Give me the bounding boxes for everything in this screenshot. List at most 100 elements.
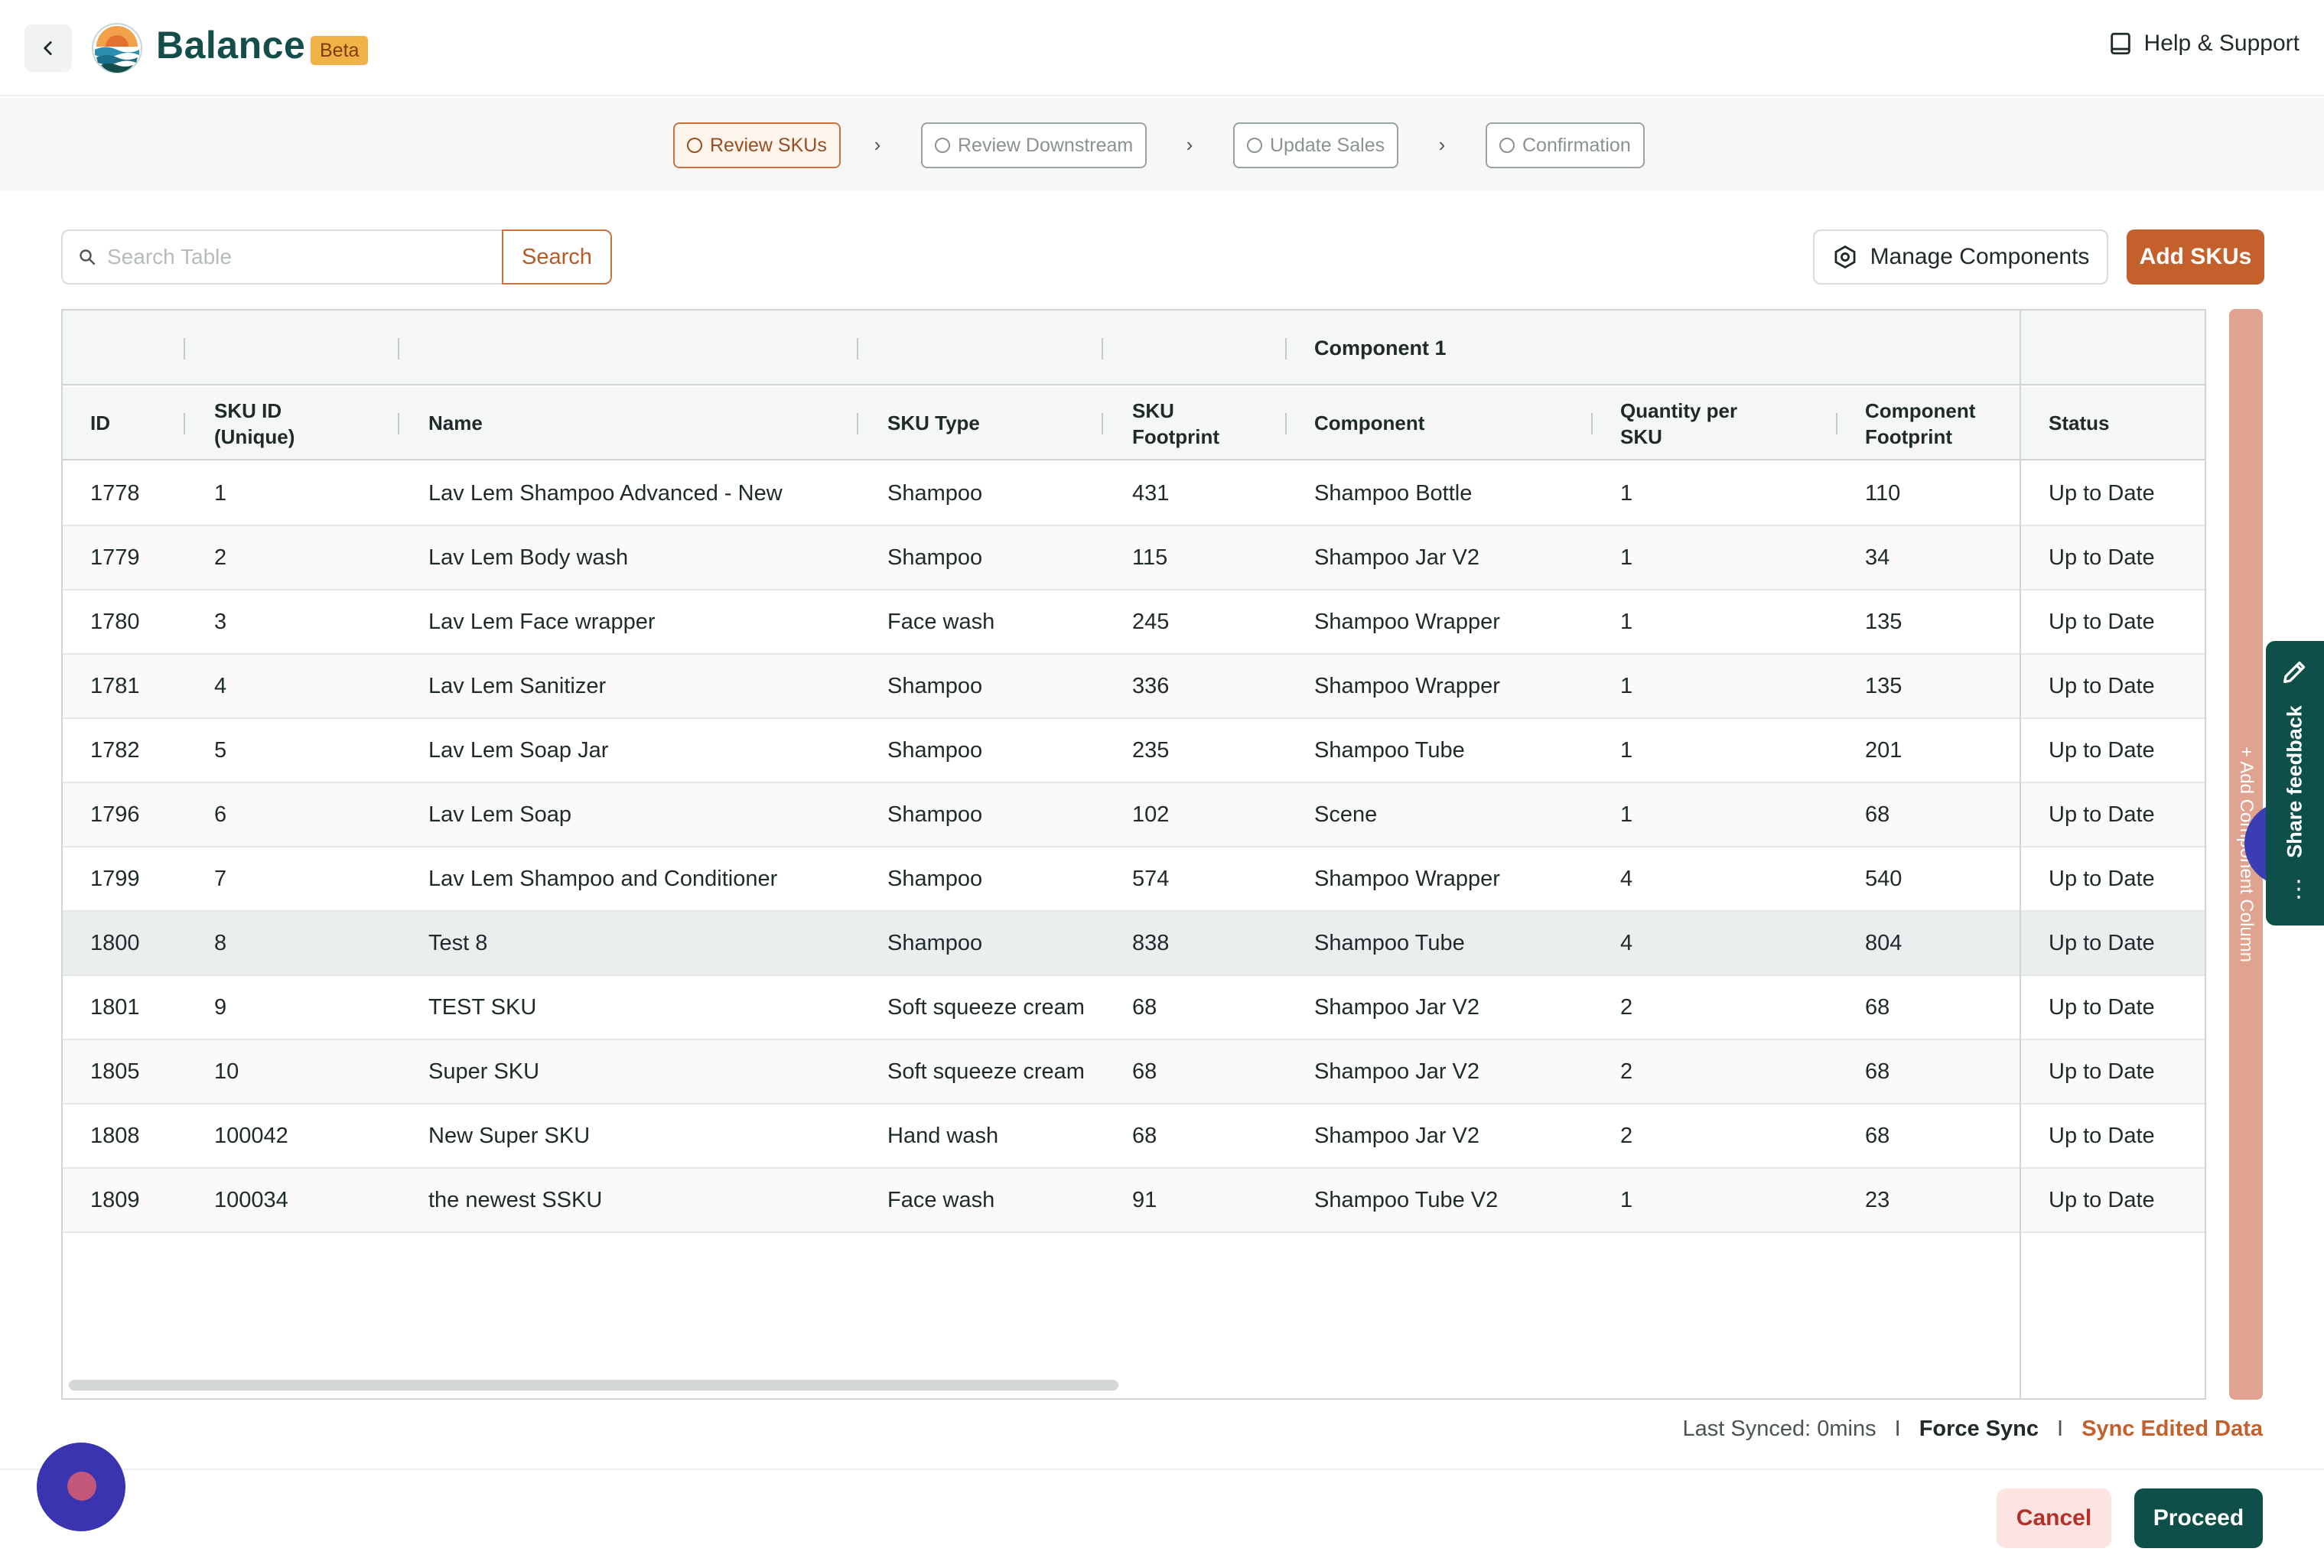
- cell-sku-footprint: 838: [1132, 931, 1170, 955]
- component-group-label: Component 1: [1314, 337, 1447, 359]
- cell-id: 1778: [90, 481, 140, 506]
- table-row[interactable]: 1780 3 Lav Lem Face wrapper Face wash 245 Sha…: [63, 590, 2205, 655]
- cell-component: Shampoo Tube V2: [1314, 1188, 1499, 1212]
- cell-sku-id: 6: [214, 802, 227, 827]
- step-review-skus[interactable]: Review SKUs: [673, 122, 841, 168]
- beta-badge: Beta: [311, 36, 369, 65]
- cell-component: Shampoo Jar V2: [1314, 1124, 1480, 1148]
- cell-name: New Super SKU: [428, 1124, 591, 1148]
- col-header-sku-type[interactable]: SKU Type: [887, 412, 980, 434]
- column-separator[interactable]: [1591, 413, 1593, 434]
- cell-quantity: 1: [1620, 481, 1633, 506]
- progress-stepper: Review SKUs › Review Downstream › Update…: [0, 98, 2324, 191]
- cell-component: Shampoo Tube: [1314, 738, 1465, 763]
- step-update-sales[interactable]: Update Sales: [1233, 122, 1399, 168]
- cell-sku-footprint: 235: [1132, 738, 1170, 763]
- cell-name: Lav Lem Body wash: [428, 545, 629, 570]
- cell-name: Super SKU: [428, 1059, 540, 1084]
- step-review-downstream[interactable]: Review Downstream: [921, 122, 1147, 168]
- col-header-component-footprint[interactable]: Component Footprint: [1865, 398, 1975, 450]
- column-separator[interactable]: [857, 413, 858, 434]
- table-row[interactable]: 1805 10 Super SKU Soft squeeze cream tube 68…: [63, 1040, 2205, 1104]
- column-separator[interactable]: [398, 413, 399, 434]
- table-row[interactable]: 1779 2 Lav Lem Body wash Shampoo 115 Shampoo …: [63, 526, 2205, 590]
- column-separator[interactable]: [1102, 413, 1103, 434]
- footer-bar: [0, 1469, 2324, 1568]
- brand-name: Balance: [156, 24, 306, 67]
- add-skus-button[interactable]: Add SKUs: [2127, 229, 2264, 285]
- cell-quantity: 1: [1620, 545, 1633, 570]
- column-separator[interactable]: [184, 413, 185, 434]
- table-row[interactable]: 1801 9 TEST SKU Soft squeeze cream tube 68 Sh…: [63, 976, 2205, 1040]
- table-row[interactable]: 1809 100034 the newest SSKU Face wash 91 Sham…: [63, 1169, 2205, 1233]
- column-separator: [857, 338, 858, 359]
- cell-status: Up to Date: [2049, 1188, 2155, 1212]
- col-header-line: SKU: [1620, 425, 1662, 448]
- cell-component: Scene: [1314, 802, 1378, 827]
- help-support-label: Help & Support: [2143, 31, 2300, 56]
- table-row[interactable]: 1800 8 Test 8 Shampoo 838 Shampoo Tube 4 804 Up …: [63, 912, 2205, 976]
- sku-table[interactable]: Component 1 ID SKU ID (Unique) Name SKU …: [61, 309, 2206, 1400]
- search-field[interactable]: [61, 229, 505, 285]
- cancel-button[interactable]: Cancel: [1997, 1488, 2111, 1548]
- back-button[interactable]: [24, 24, 72, 72]
- cell-sku-id: 8: [214, 931, 227, 955]
- col-header-component[interactable]: Component: [1314, 412, 1425, 434]
- table-header-row: ID SKU ID (Unique) Name SKU Type SKU Foo…: [63, 387, 2205, 460]
- col-header-name[interactable]: Name: [428, 412, 483, 434]
- column-separator: [184, 338, 185, 359]
- settings-hexagon-icon: [1834, 245, 1856, 269]
- help-support-link[interactable]: Help & Support: [2108, 31, 2300, 57]
- horizontal-scrollbar[interactable]: [69, 1380, 1118, 1391]
- col-header-line: Footprint: [1865, 425, 1953, 448]
- cell-sku-id: 5: [214, 738, 227, 763]
- cell-component: Shampoo Jar V2: [1314, 995, 1480, 1020]
- cell-id: 1782: [90, 738, 140, 763]
- table-row[interactable]: 1782 5 Lav Lem Soap Jar Shampoo 235 Shampoo T…: [63, 719, 2205, 783]
- cell-component: Shampoo Tube: [1314, 931, 1465, 955]
- force-sync-link[interactable]: Force Sync: [1919, 1417, 2039, 1441]
- step-label: Review SKUs: [710, 134, 827, 156]
- cell-sku-footprint: 68: [1132, 1124, 1157, 1148]
- cell-sku-type: Face wash: [887, 610, 995, 634]
- column-separator[interactable]: [1285, 413, 1287, 434]
- search-button[interactable]: Search: [502, 229, 612, 285]
- proceed-button[interactable]: Proceed: [2134, 1488, 2263, 1548]
- cell-quantity: 2: [1620, 1059, 1633, 1084]
- cell-status: Up to Date: [2049, 867, 2155, 891]
- table-row[interactable]: 1808 100042 New Super SKU Hand wash 68 Shampo…: [63, 1104, 2205, 1169]
- cell-sku-type: Shampoo: [887, 481, 983, 506]
- col-header-status[interactable]: Status: [2049, 412, 2110, 434]
- cell-status: Up to Date: [2049, 931, 2155, 955]
- cell-sku-type: Soft squeeze cream tube: [887, 995, 1088, 1020]
- column-separator[interactable]: [1836, 413, 1837, 434]
- manage-components-button[interactable]: Manage Components: [1813, 229, 2108, 285]
- sync-edited-data-link[interactable]: Sync Edited Data: [2082, 1417, 2263, 1441]
- cell-sku-type: Shampoo: [887, 545, 983, 570]
- share-feedback-tab[interactable]: [2266, 641, 2324, 926]
- step-confirmation[interactable]: Confirmation: [1486, 122, 1645, 168]
- cell-sku-footprint: 336: [1132, 674, 1170, 698]
- search-input[interactable]: [107, 245, 490, 269]
- table-row[interactable]: 1778 1 Lav Lem Shampoo Advanced - New Shamp…: [63, 462, 2205, 526]
- step-circle-icon: [1247, 138, 1262, 153]
- balance-logo-icon: [92, 23, 142, 73]
- table-row[interactable]: 1799 7 Lav Lem Shampoo and Conditioner Sham…: [63, 847, 2205, 912]
- col-header-id[interactable]: ID: [90, 412, 110, 434]
- book-icon: [2110, 32, 2130, 55]
- column-separator: [398, 338, 399, 359]
- cell-quantity: 2: [1620, 1124, 1633, 1148]
- step-label: Review Downstream: [958, 134, 1134, 156]
- col-header-sku-id[interactable]: SKU ID (Unique): [214, 398, 295, 450]
- chevron-right-icon: ›: [874, 133, 881, 156]
- cell-component-footprint: 540: [1865, 867, 1902, 891]
- cell-component-footprint: 804: [1865, 931, 1902, 955]
- cell-component-footprint: 68: [1865, 1059, 1890, 1084]
- col-header-sku-footprint[interactable]: SKU Footprint: [1132, 398, 1219, 450]
- table-row[interactable]: 1796 6 Lav Lem Soap Shampoo 102 Scene 1 68 Up to…: [63, 783, 2205, 847]
- cell-name: Lav Lem Face wrapper: [428, 610, 656, 634]
- table-row[interactable]: 1781 4 Lav Lem Sanitizer Shampoo 336 Shampoo …: [63, 655, 2205, 719]
- col-header-quantity[interactable]: Quantity per SKU: [1620, 398, 1737, 450]
- cell-name: Lav Lem Soap Jar: [428, 738, 609, 763]
- cell-sku-id: 100042: [214, 1124, 288, 1148]
